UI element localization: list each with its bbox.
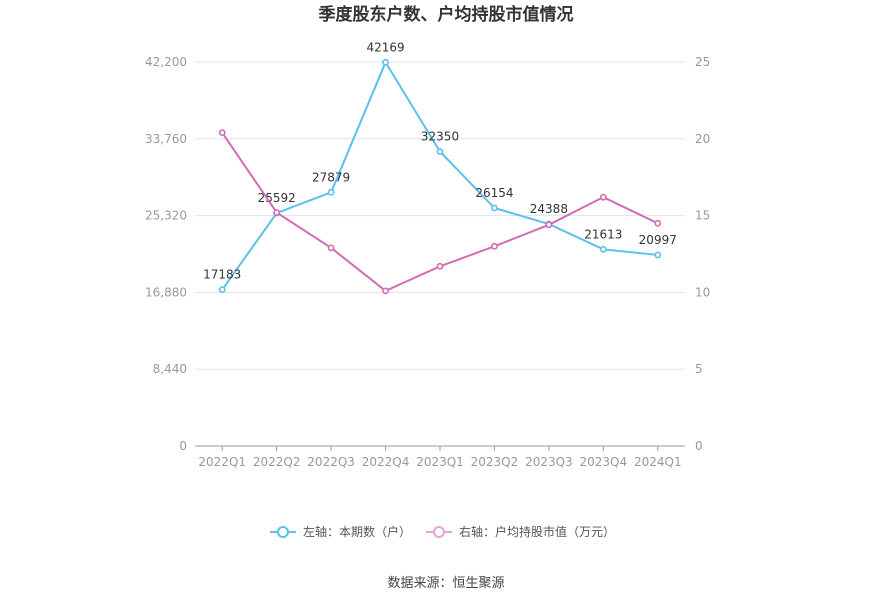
data-label: 17183 xyxy=(203,268,241,282)
data-point-left[interactable] xyxy=(436,148,444,156)
data-label: 24388 xyxy=(530,202,568,216)
data-point-right[interactable] xyxy=(382,287,389,295)
data-point-right[interactable] xyxy=(599,193,607,201)
data-point-right[interactable] xyxy=(654,219,662,227)
legend-right-swatch-marker xyxy=(433,526,445,538)
chart-title: 季度股东户数、户均持股市值情况 xyxy=(319,4,574,25)
data-label: 32350 xyxy=(421,130,459,144)
data-point-right[interactable] xyxy=(327,244,335,252)
data-source: 数据来源：恒生聚源 xyxy=(387,576,504,591)
grid-lines xyxy=(195,61,685,370)
legend-left-label: 左轴：本期数（户） xyxy=(303,524,411,539)
left-tick-label: 42,200 xyxy=(145,55,187,69)
x-tick-label: 2023Q1 xyxy=(416,455,464,469)
left-tick-label: 33,760 xyxy=(145,132,187,146)
right-tick-label: 20 xyxy=(695,132,710,146)
right-tick-label: 0 xyxy=(695,439,703,453)
data-point-right[interactable] xyxy=(218,129,226,137)
x-tick-label: 2023Q3 xyxy=(525,455,573,469)
left-tick-label: 8,440 xyxy=(153,362,187,376)
legend-right-label: 右轴：户均持股市值（万元） xyxy=(459,524,615,539)
data-point-left[interactable] xyxy=(218,286,226,294)
data-label: 20997 xyxy=(639,233,677,247)
data-point-left[interactable] xyxy=(599,245,607,253)
data-label: 42169 xyxy=(366,40,404,54)
x-tick-label: 2022Q3 xyxy=(307,455,355,469)
right-tick-label: 10 xyxy=(695,285,710,299)
x-axis: 2022Q1 2022Q2 2022Q3 2022Q4 2023Q1 2023Q2 2023… xyxy=(195,445,685,469)
x-tick-label: 2023Q2 xyxy=(471,455,519,469)
x-tick-label: 2022Q4 xyxy=(362,455,410,469)
x-tick-label: 2024Q1 xyxy=(634,455,682,469)
data-point-right[interactable] xyxy=(436,262,444,270)
series-line-left xyxy=(221,60,658,291)
legend-item-left-series[interactable]: 左轴：本期数（户） xyxy=(270,524,411,539)
right-axis-ticks: 0 5 10 15 20 25 xyxy=(695,55,710,453)
x-tick-label: 2023Q4 xyxy=(580,455,628,469)
legend-item-right-series[interactable]: 右轴：户均持股市值（万元） xyxy=(426,524,615,539)
data-point-left[interactable] xyxy=(327,188,335,196)
left-tick-label: 0 xyxy=(179,439,187,453)
left-tick-label: 25,320 xyxy=(145,209,187,223)
x-tick-label: 2022Q1 xyxy=(198,455,246,469)
data-label: 21613 xyxy=(584,227,622,241)
left-tick-label: 16,880 xyxy=(145,285,187,299)
series-layer: 17183 25592 27879 42169 32350 26154 24388 21613… xyxy=(203,40,677,295)
data-point-right[interactable] xyxy=(273,209,281,216)
legend-left-swatch-marker xyxy=(277,526,289,538)
legend: 左轴：本期数（户） 右轴：户均持股市值（万元） xyxy=(270,524,615,539)
data-label: 26154 xyxy=(475,186,513,200)
data-label: 27879 xyxy=(312,170,350,184)
data-point-left[interactable] xyxy=(491,204,498,212)
x-tick-label: 2022Q2 xyxy=(253,455,301,469)
data-point-left[interactable] xyxy=(654,251,662,259)
data-label: 25592 xyxy=(258,191,296,205)
data-point-left[interactable] xyxy=(382,58,389,66)
right-tick-label: 25 xyxy=(695,55,710,69)
data-point-right[interactable] xyxy=(491,242,498,250)
right-tick-label: 15 xyxy=(695,209,710,223)
left-axis-ticks: 0 8,440 16,880 25,320 33,760 42,200 xyxy=(145,55,187,453)
data-point-right[interactable] xyxy=(545,221,553,229)
right-tick-label: 5 xyxy=(695,362,703,376)
